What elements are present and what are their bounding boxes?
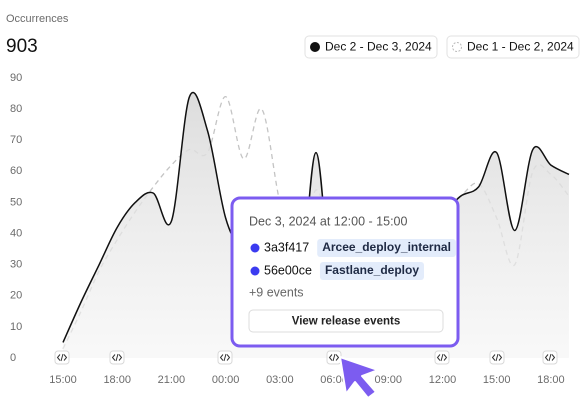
y-tick-label: 10 [10,321,22,333]
release-name: Arcee_deploy_internal [322,240,451,254]
y-tick-label: 0 [10,352,16,364]
x-tick-label: 18:00 [537,374,565,386]
tooltip-title: Dec 3, 2024 at 12:00 - 15:00 [249,214,407,228]
release-name: Fastlane_deploy [325,263,419,277]
release-commit: 56e00ce [264,263,312,277]
release-icon [56,353,68,362]
x-tick-label: 00:00 [212,374,240,386]
legend-item[interactable] [304,35,438,59]
legend-label: Dec 1 - Dec 2, 2024 [467,40,574,54]
release-icon [491,353,503,362]
legend-item[interactable] [446,35,580,59]
button[interactable] [248,309,444,333]
more-events: +9 events [249,285,304,299]
y-tick-label: 60 [10,165,22,177]
legend-swatch [452,42,462,52]
legend-label: Dec 2 - Dec 3, 2024 [325,40,432,54]
x-tick-label: 15:00 [49,374,77,386]
y-tick-label: 80 [10,103,22,115]
release-icon [328,353,340,362]
y-tick-label: 20 [10,290,22,302]
y-tick-label: 70 [10,134,22,146]
chart-title: Occurrences [6,13,69,25]
x-tick-label: 18:00 [103,374,131,386]
x-tick-label: 09:00 [374,374,402,386]
release-icon [436,353,448,362]
y-tick-label: 90 [10,72,22,84]
x-tick-label: 03:00 [266,374,294,386]
button-label[interactable]: View release events [292,316,400,328]
release-dot [250,243,260,253]
release-tag [317,239,456,257]
x-tick-label: 06:00 [320,374,348,386]
release-dot [250,266,260,276]
line [62,91,570,343]
release-icon [544,353,556,362]
release-commit: 3a3f417 [264,240,309,254]
x-tick-label: 21:00 [158,374,186,386]
x-tick-label: 12:00 [429,374,457,386]
tooltip: Dec 3, 2024 at 12:00 - 15:00 3a3f417 Arcee… [230,196,460,348]
total-count: 903 [6,36,38,57]
legend-swatch [310,42,320,52]
release-markers [54,350,558,365]
y-tick-label: 30 [10,259,22,271]
x-tick-label: 15:00 [483,374,511,386]
y-tick-label: 50 [10,196,22,208]
release-icon [111,353,123,362]
y-tick-label: 40 [10,227,22,239]
release-icon [219,353,231,362]
cursor [339,356,379,399]
release-tag [319,262,424,280]
legend: Dec 2 - Dec 3, 2024 Dec 1 - Dec 2, 2024 [304,35,580,59]
